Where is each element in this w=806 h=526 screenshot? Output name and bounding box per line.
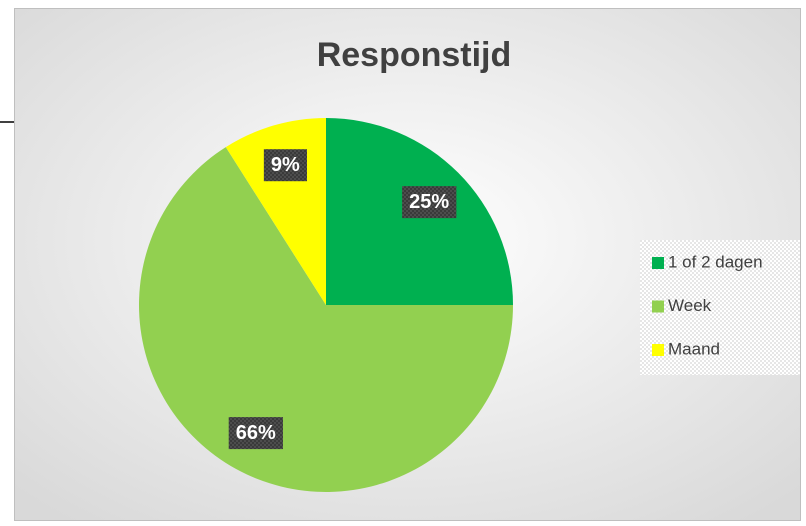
legend-swatch [652,300,664,313]
legend-swatch [652,257,664,269]
legend-label: Week [668,296,712,315]
legend-label: 1 of 2 dagen [668,252,763,271]
data-label: 9% [271,154,300,176]
data-label: 25% [409,191,449,213]
chart-title: Responstijd [317,36,512,74]
legend-swatch [652,344,664,356]
data-label-box [263,149,307,182]
pie-slice [139,147,513,493]
data-label-box [228,417,283,450]
legend-label: Maand [668,339,720,358]
data-label: 66% [236,422,276,444]
legend-box [640,240,800,375]
data-label-box [402,186,457,219]
